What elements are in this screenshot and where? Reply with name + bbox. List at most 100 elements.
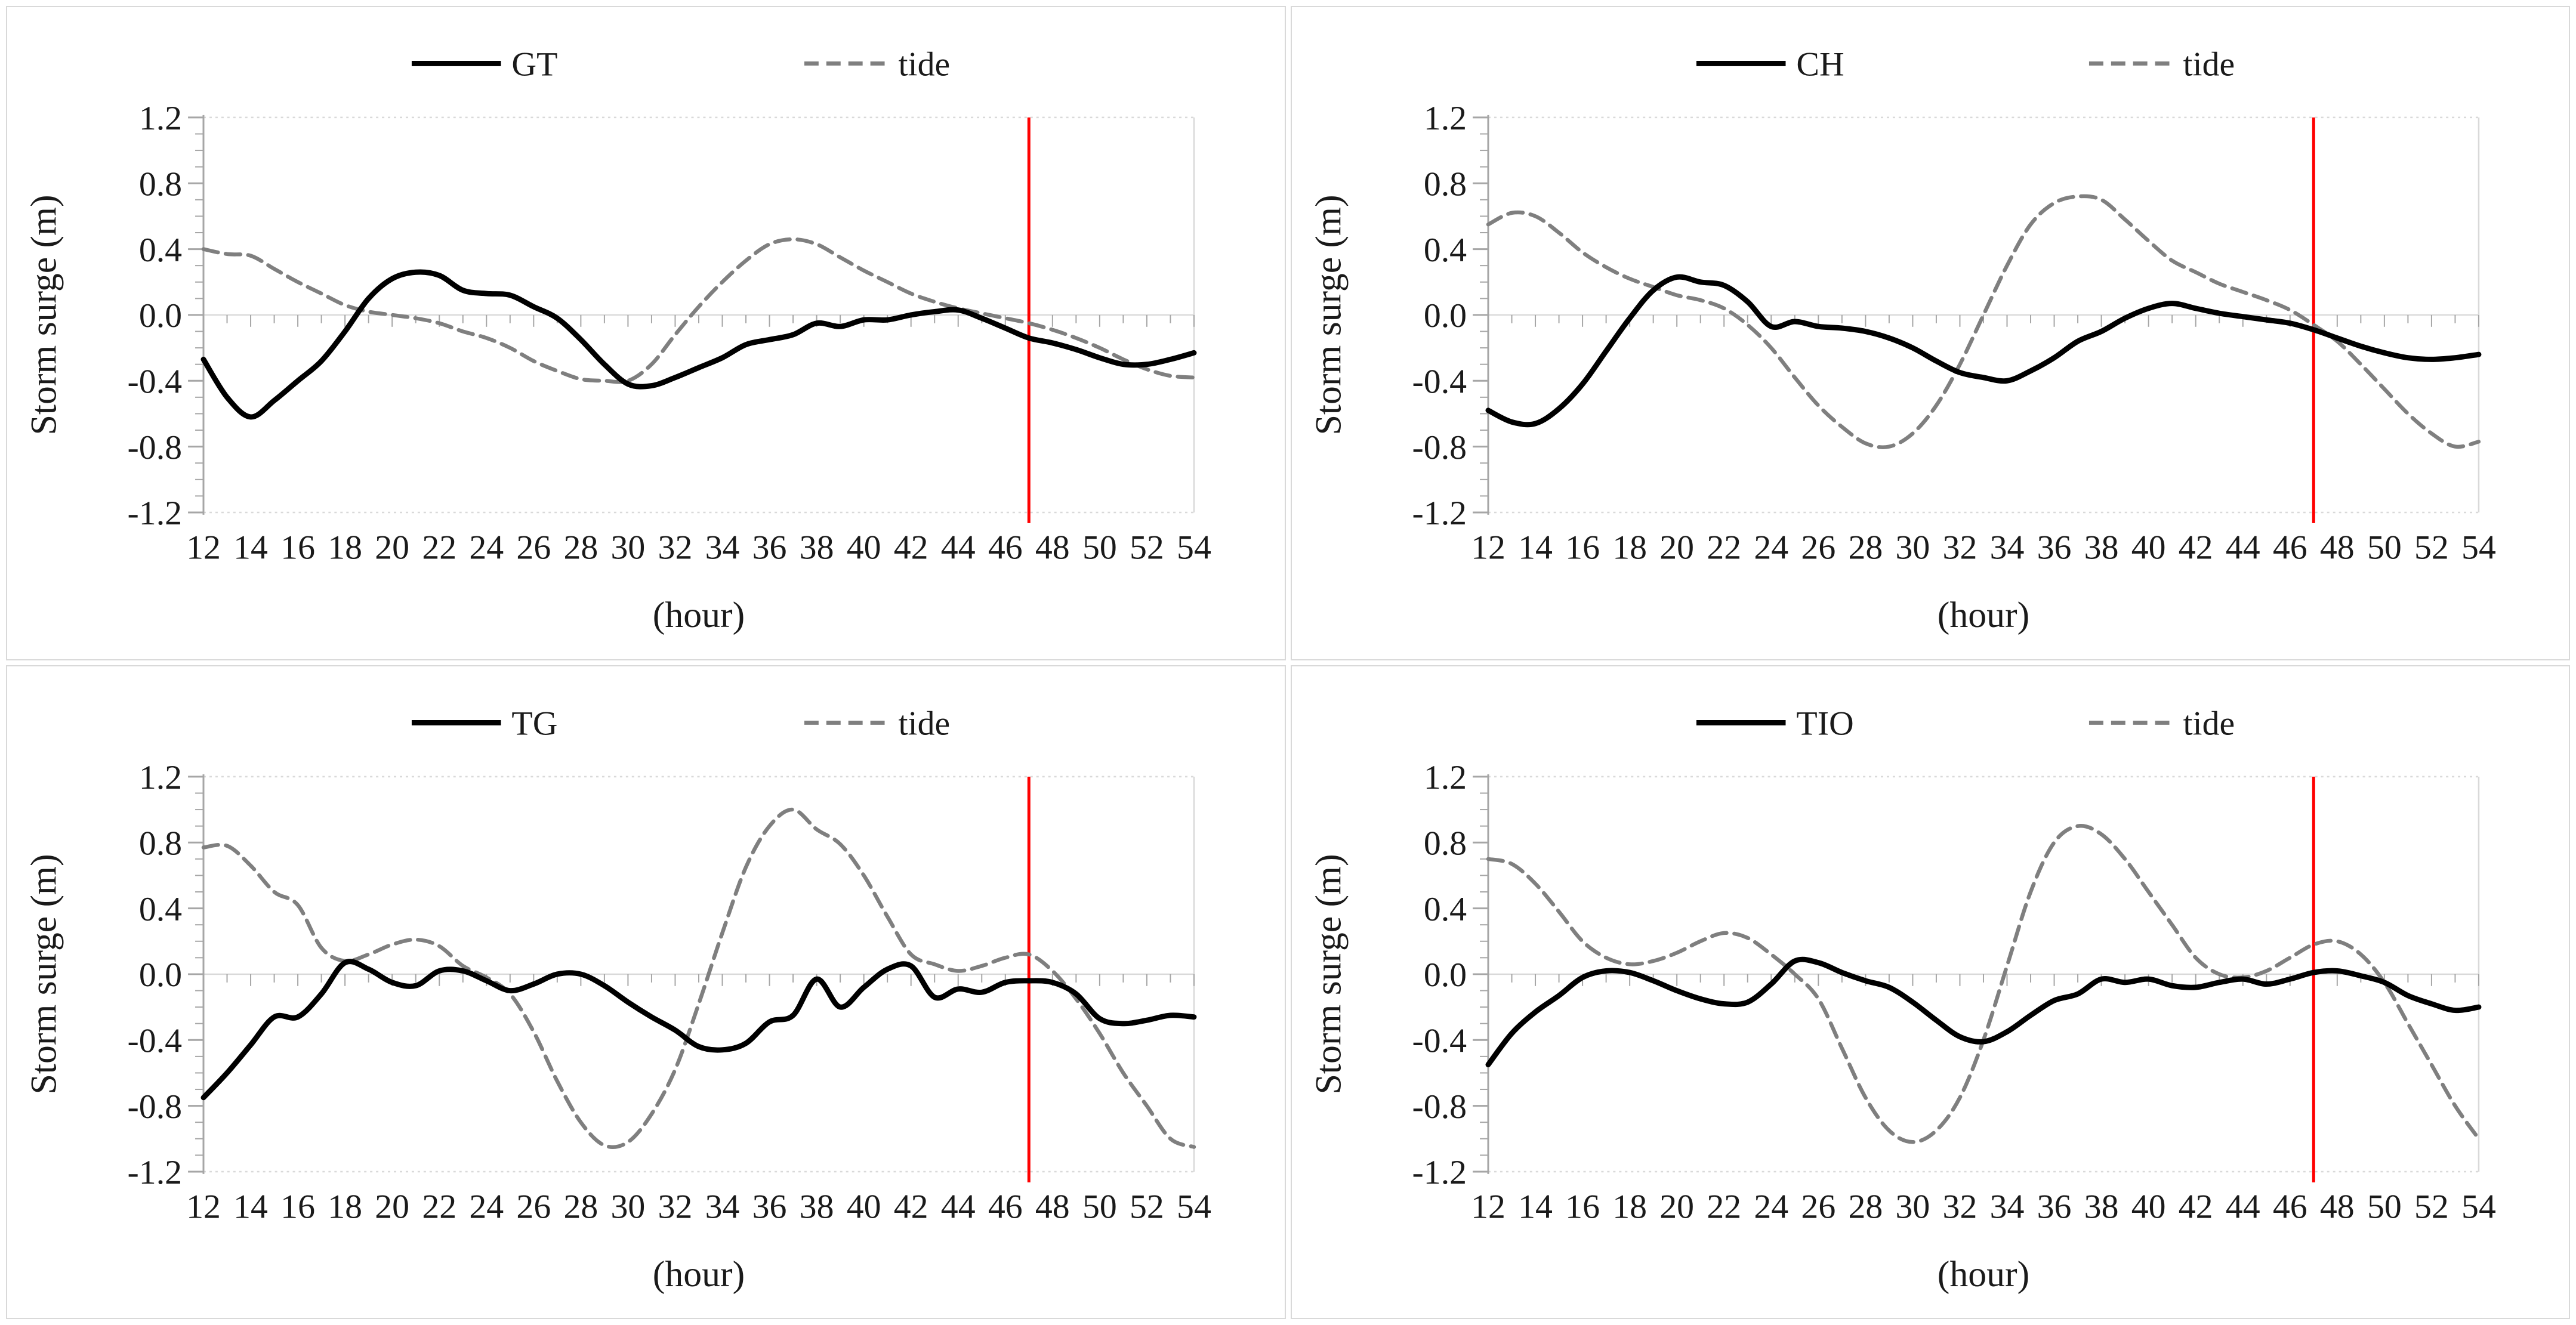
legend-tide-label: tide: [898, 705, 950, 742]
x-tick-label: 26: [516, 1188, 551, 1225]
x-tick-label: 54: [1177, 529, 1211, 567]
x-tick-label: 20: [1659, 529, 1694, 567]
y-axis-title: Storm surge (m): [1308, 195, 1349, 436]
x-tick-label: 42: [2178, 529, 2213, 567]
x-tick-label: 42: [2178, 1188, 2213, 1225]
x-tick-label: 46: [988, 1188, 1023, 1225]
x-tick-label: 38: [2084, 1188, 2118, 1225]
x-tick-label: 22: [422, 529, 456, 567]
y-tick-label: -0.4: [128, 363, 183, 401]
x-tick-label: 24: [1754, 1188, 1788, 1225]
chart-panel-tg: 1.2 0.8 0.4 0.0 -0.4 -0.8 -1.2 12 14 16 18 20 22 24 26…: [6, 665, 1286, 1319]
y-tick-label: 0.0: [139, 297, 182, 335]
x-tick-label: 44: [2225, 1188, 2260, 1225]
x-tick-label: 44: [941, 1188, 976, 1225]
x-tick-label: 30: [611, 529, 646, 567]
x-tick-label: 54: [2461, 1188, 2496, 1225]
y-axis: [188, 115, 205, 515]
y-tick-label: -0.8: [128, 1088, 183, 1125]
x-tick-labels: 12 14 16 18 20 22 24 26 28 30 32 34 36 38 40 42 44 46 48 50…: [186, 1188, 1211, 1225]
y-tick-labels: 1.2 0.8 0.4 0.0 -0.4 -0.8 -1.2: [1412, 100, 1467, 532]
chart-panel-gt: 1.2 0.8 0.4 0.0 -0.4 -0.8 -1.2 12 14 16 18 20 22 24 26…: [6, 6, 1286, 660]
x-tick-label: 14: [233, 1188, 268, 1225]
x-tick-label: 16: [1565, 529, 1600, 567]
x-axis-ticks: [1487, 974, 2479, 986]
x-tick-label: 38: [800, 529, 834, 567]
y-tick-label: -1.2: [1412, 1154, 1467, 1191]
y-tick-label: -0.8: [128, 429, 183, 467]
x-tick-label: 50: [2367, 1188, 2401, 1225]
x-axis-title: (hour): [1937, 1253, 2029, 1294]
x-tick-label: 18: [1612, 529, 1647, 567]
gt-storm-surge-line: [200, 269, 1197, 420]
x-tick-label: 52: [2414, 1188, 2449, 1225]
y-tick-label: 1.2: [1423, 100, 1466, 137]
legend: TG tide: [411, 705, 950, 742]
x-tick-label: 40: [847, 1188, 881, 1225]
x-tick-label: 34: [1989, 1188, 2024, 1225]
y-axis: [188, 774, 205, 1174]
y-axis-title: Storm surge (m): [1308, 854, 1349, 1094]
tg-chart: 1.2 0.8 0.4 0.0 -0.4 -0.8 -1.212 14 16 18 20 22 24 26…: [24, 705, 1211, 1294]
x-axis-title: (hour): [1937, 595, 2029, 635]
legend-station-label: TG: [511, 705, 557, 742]
x-tick-label: 50: [2367, 529, 2401, 567]
y-tick-label: -1.2: [128, 495, 183, 532]
tide-line: [201, 807, 1196, 1149]
y-tick-labels: 1.2 0.8 0.4 0.0 -0.4 -0.8 -1.2: [128, 100, 183, 532]
x-tick-label: 14: [1518, 529, 1553, 567]
ch-storm-surge-line: [1485, 274, 2481, 428]
legend-tide-label: tide: [898, 46, 950, 84]
x-tick-label: 42: [894, 529, 928, 567]
x-axis-title: (hour): [653, 1253, 745, 1294]
y-tick-label: 0.8: [1423, 824, 1466, 862]
legend-tide-label: tide: [2183, 46, 2235, 84]
x-tick-label: 32: [658, 1188, 693, 1225]
x-tick-label: 26: [516, 529, 551, 567]
x-tick-label: 48: [1035, 529, 1070, 567]
x-tick-label: 46: [2272, 1188, 2307, 1225]
x-tick-label: 38: [800, 1188, 834, 1225]
chart-panel-tio: 1.2 0.8 0.4 0.0 -0.4 -0.8 -1.2 12 14 16 18 20 22 24 26…: [1290, 665, 2570, 1319]
y-tick-label: 0.4: [1423, 231, 1466, 269]
x-tick-label: 50: [1082, 529, 1117, 567]
y-tick-label: 0.0: [1423, 297, 1466, 335]
tio-storm-surge-line: [1485, 956, 2481, 1067]
y-tick-label: 0.8: [139, 824, 182, 862]
x-tick-label: 28: [563, 1188, 598, 1225]
legend: TIO tide: [1696, 705, 2235, 742]
x-tick-label: 18: [328, 529, 362, 567]
x-tick-label: 24: [1754, 529, 1788, 567]
legend: GT tide: [411, 46, 950, 84]
x-tick-label: 32: [658, 529, 693, 567]
x-tick-label: 12: [186, 1188, 221, 1225]
y-tick-label: 1.2: [1423, 759, 1466, 796]
ch-chart: 1.2 0.8 0.4 0.0 -0.4 -0.8 -1.212 14 16 18 20 22 24 26…: [1308, 46, 2496, 635]
x-tick-label: 22: [1707, 529, 1741, 567]
y-tick-label: 0.8: [139, 165, 182, 203]
y-axis-title: Storm surge (m): [24, 195, 64, 436]
x-tick-label: 44: [941, 529, 976, 567]
x-tick-label: 30: [1895, 1188, 1930, 1225]
x-tick-label: 28: [563, 529, 598, 567]
x-tick-label: 40: [2131, 1188, 2165, 1225]
x-tick-label: 54: [2461, 529, 2496, 567]
y-axis: [1472, 115, 1489, 515]
y-axis: [1472, 774, 1489, 1174]
y-tick-label: 0.8: [1423, 165, 1466, 203]
x-tick-label: 46: [988, 529, 1023, 567]
tide-line: [1486, 823, 2481, 1144]
x-tick-label: 26: [1801, 1188, 1835, 1225]
x-tick-label: 36: [752, 529, 787, 567]
y-tick-label: -0.8: [1412, 1088, 1467, 1125]
x-tick-label: 52: [2414, 529, 2449, 567]
legend-station-label: TIO: [1796, 705, 1853, 742]
x-tick-label: 40: [2131, 529, 2165, 567]
x-tick-label: 36: [752, 1188, 787, 1225]
x-tick-label: 12: [1471, 1188, 1506, 1225]
x-tick-label: 52: [1130, 529, 1164, 567]
x-tick-labels: 12 14 16 18 20 22 24 26 28 30 32 34 36 38 40 42 44 46 48 50…: [1471, 1188, 2496, 1225]
y-tick-label: -0.4: [128, 1022, 183, 1060]
x-tick-label: 22: [422, 1188, 456, 1225]
